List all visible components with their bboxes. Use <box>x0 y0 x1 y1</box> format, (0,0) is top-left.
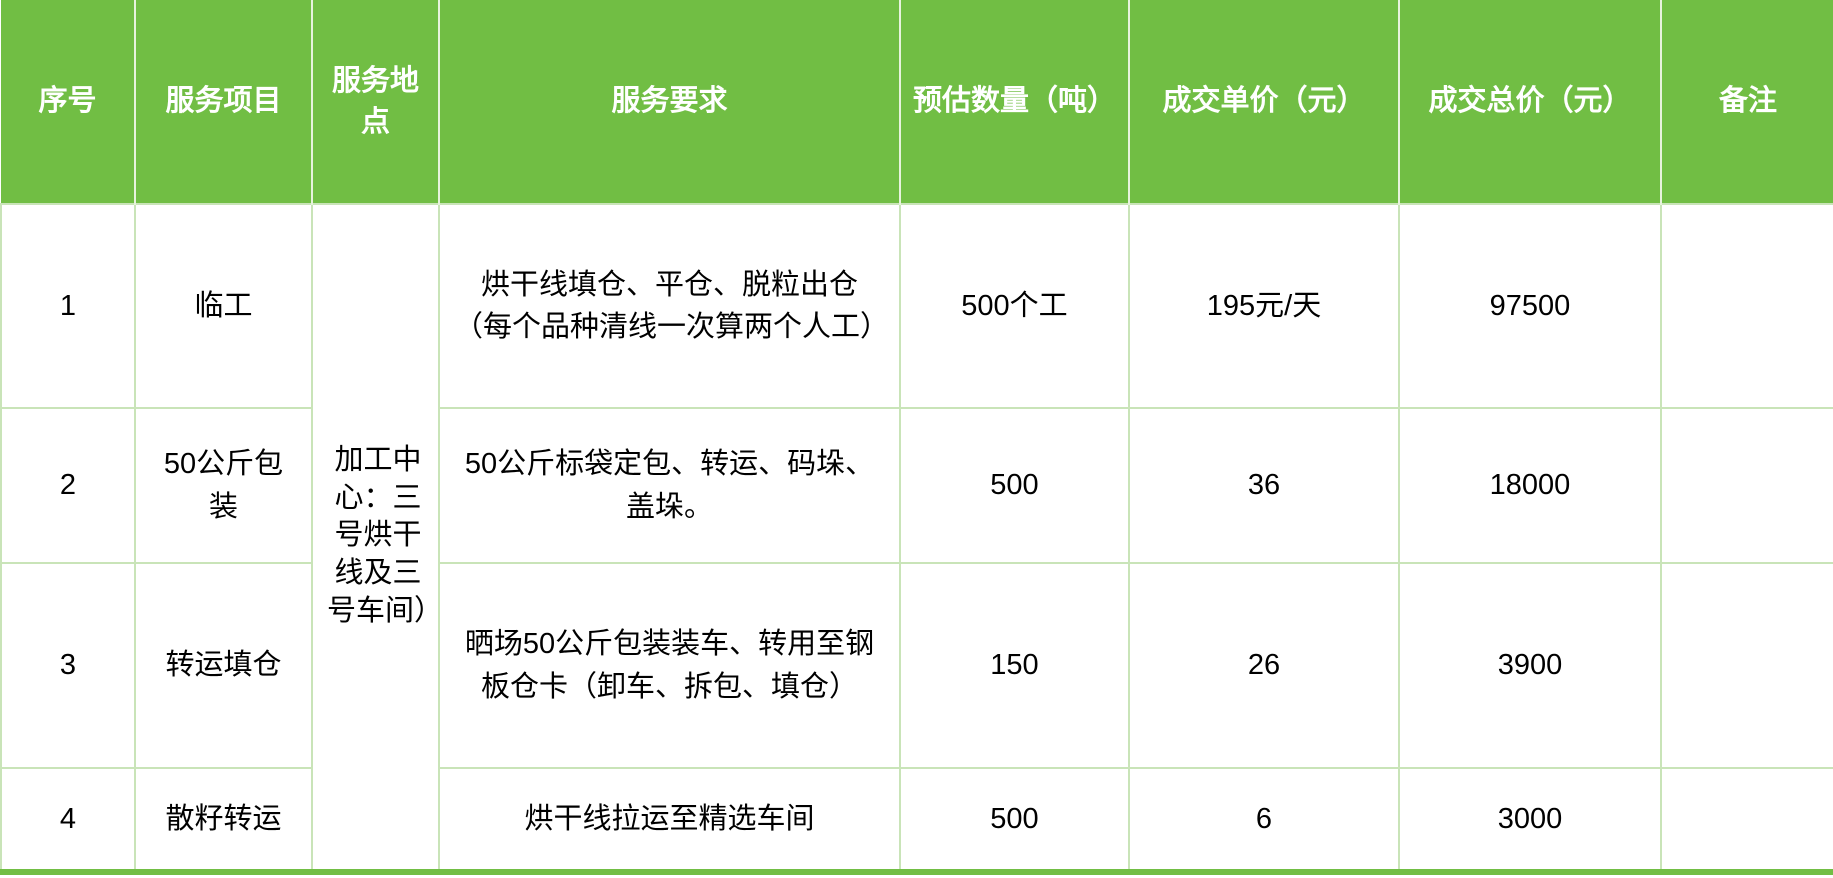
service-requirement-text: 烘干线拉运至精选车间 <box>524 802 815 835</box>
cell-remark <box>1660 203 1833 409</box>
table-row: 2 50公斤包装 50公斤标袋定包、转运、码垛、盖垛。 500 36 18000 <box>0 407 1833 564</box>
cell-service-item: 转运填仓 <box>134 562 313 769</box>
cell-estimated-qty: 150 <box>899 562 1130 769</box>
cell-unit-price: 36 <box>1128 407 1400 564</box>
service-requirement-text: 50公斤标袋定包、转运、码垛、盖垛。 <box>464 448 875 523</box>
header-service-item: 服务项目 <box>134 0 313 204</box>
cell-estimated-qty: 500 <box>899 407 1130 564</box>
cell-total-price: 18000 <box>1398 407 1662 564</box>
service-requirement-text: 晒场50公斤包装装车、转用至钢板仓卡（卸车、拆包、填仓） <box>464 628 875 703</box>
cell-unit-price: 6 <box>1128 767 1400 873</box>
header-estimated-qty: 预估数量（吨） <box>899 0 1130 204</box>
cell-serial-number: 4 <box>0 767 136 873</box>
table-row: 4 散籽转运 烘干线拉运至精选车间 500 6 3000 <box>0 767 1833 873</box>
header-total-price-label: 成交总价（元） <box>1428 85 1632 118</box>
header-unit-price: 成交单价（元） <box>1128 0 1400 204</box>
header-remark-label: 备注 <box>1718 85 1777 118</box>
header-unit-price-label: 成交单价（元） <box>1162 85 1366 118</box>
cell-service-item: 散籽转运 <box>134 767 313 873</box>
cell-remark <box>1660 767 1833 873</box>
cell-service-location-merged: 加工中心：三号烘干线及三号车间） <box>311 203 440 873</box>
cell-total-price: 97500 <box>1398 203 1662 409</box>
cell-estimated-qty: 500个工 <box>899 203 1130 409</box>
cell-estimated-qty: 500 <box>899 767 1130 873</box>
cell-serial-number: 2 <box>0 407 136 564</box>
header-remark: 备注 <box>1660 0 1833 204</box>
cell-service-requirement: 烘干线填仓、平仓、脱粒出仓（每个品种清线一次算两个人工） <box>438 203 901 409</box>
header-service-requirement: 服务要求 <box>438 0 901 204</box>
cell-unit-price: 195元/天 <box>1128 203 1400 409</box>
cell-serial-number: 3 <box>0 562 136 769</box>
header-serial-number: 序号 <box>1 0 136 204</box>
header-service-requirement-label: 服务要求 <box>611 85 728 118</box>
cell-service-item: 临工 <box>134 203 313 409</box>
header-total-price: 成交总价（元） <box>1398 0 1662 204</box>
service-requirement-text: 烘干线填仓、平仓、脱粒出仓（每个品种清线一次算两个人工） <box>454 268 890 343</box>
cell-serial-number: 1 <box>0 203 136 409</box>
header-serial-number-label: 序号 <box>38 85 97 118</box>
table-row: 3 转运填仓 晒场50公斤包装装车、转用至钢板仓卡（卸车、拆包、填仓） 150 … <box>0 562 1833 769</box>
cell-service-requirement: 晒场50公斤包装装车、转用至钢板仓卡（卸车、拆包、填仓） <box>438 562 901 769</box>
cell-unit-price: 26 <box>1128 562 1400 769</box>
header-service-location-label: 服务地点 <box>331 64 419 138</box>
cell-service-item: 50公斤包装 <box>134 407 313 564</box>
header-estimated-qty-label: 预估数量（吨） <box>912 85 1116 118</box>
cell-total-price: 3000 <box>1398 767 1662 873</box>
cell-service-requirement: 烘干线拉运至精选车间 <box>438 767 901 873</box>
header-service-item-label: 服务项目 <box>165 85 282 118</box>
table-row: 1 临工 加工中心：三号烘干线及三号车间） 烘干线填仓、平仓、脱粒出仓（每个品种… <box>0 203 1833 873</box>
service-location-text: 加工中心：三号烘干线及三号车间） <box>327 444 439 627</box>
cell-total-price: 3900 <box>1398 562 1662 769</box>
cell-remark <box>1660 562 1833 769</box>
header-row: 序号 服务项目 服务地点 服务要求 预估数量（吨） 成交单价（元） 成交总价（元… <box>1 0 1833 204</box>
cell-remark <box>1660 407 1833 564</box>
cell-service-requirement: 50公斤标袋定包、转运、码垛、盖垛。 <box>438 407 901 564</box>
header-service-location: 服务地点 <box>311 0 440 204</box>
